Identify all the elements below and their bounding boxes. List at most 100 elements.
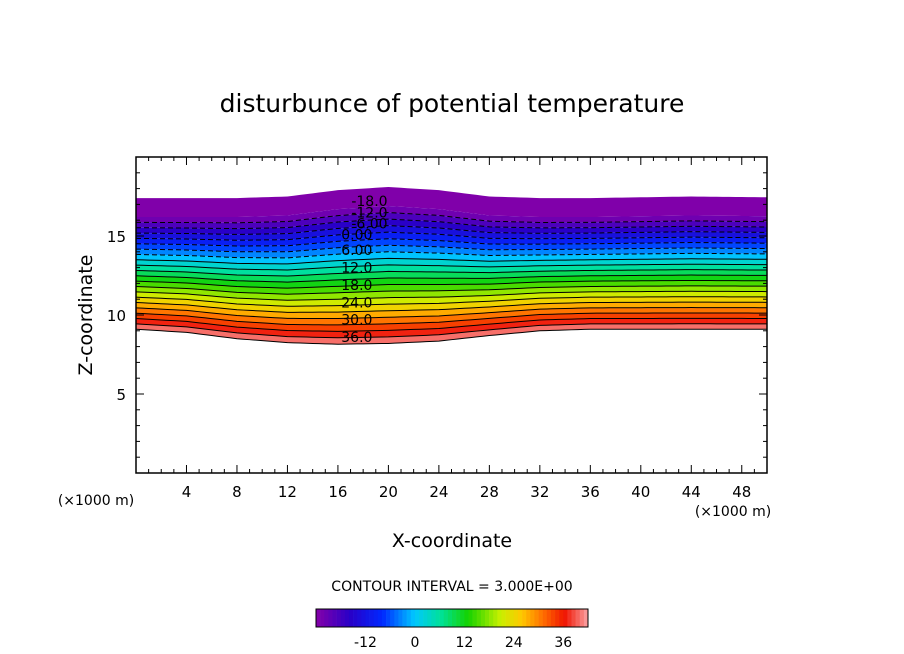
contour-band xyxy=(136,302,767,319)
colorbar-cell xyxy=(381,609,387,627)
y-axis-label: Z-coordinate xyxy=(75,255,97,376)
colorbar-cell xyxy=(542,609,548,627)
contour-lines xyxy=(135,212,768,345)
colorbar-cell xyxy=(410,609,416,627)
contour-band xyxy=(136,318,767,338)
colorbar-cell xyxy=(348,609,354,627)
chart-title: disturbunce of potential temperature xyxy=(220,89,685,118)
colorbar-cell xyxy=(427,609,432,627)
colorbar-frame xyxy=(315,608,589,628)
colorbar-cell xyxy=(526,609,531,627)
contour-label: 12.0 xyxy=(341,261,372,277)
colorbar-cell xyxy=(468,609,473,627)
colorbar-cell xyxy=(369,609,374,627)
colorbar-cell xyxy=(320,609,325,627)
colorbar-cell xyxy=(406,609,412,627)
contour-band xyxy=(136,264,767,277)
contour-label: -18.0 xyxy=(351,194,387,210)
y-tick-label: 10 xyxy=(107,307,126,325)
colorbar-cell xyxy=(419,609,424,627)
contour-line xyxy=(135,312,768,326)
colorbar-cell xyxy=(563,609,568,627)
colorbar-cell xyxy=(328,609,333,627)
contour-line xyxy=(135,212,768,224)
contour-band xyxy=(136,232,767,247)
contour-interval-label: CONTOUR INTERVAL = 3.000E+00 xyxy=(331,579,572,595)
contour-line xyxy=(135,323,768,339)
colorbar-cell xyxy=(476,609,482,627)
contour-band xyxy=(136,296,767,313)
colorbar-tick-label: 12 xyxy=(455,635,473,651)
contour-line xyxy=(135,285,768,295)
x-unit-label-right: (×1000 m) xyxy=(695,504,771,520)
contour-labels: -18.0-12.0-6.000.006.00 12.018.024.0 30.03… xyxy=(341,194,387,346)
contour-band xyxy=(136,312,767,332)
contour-line xyxy=(135,290,768,301)
contour-band xyxy=(136,285,767,301)
colorbar-cell xyxy=(414,609,420,627)
colorbar-cell xyxy=(546,609,552,627)
contour-label: -12.0 xyxy=(351,205,387,221)
colorbar-cell xyxy=(373,609,379,627)
contour-line xyxy=(135,279,768,289)
contour-line xyxy=(135,307,768,319)
colorbar-tick-label: 24 xyxy=(505,635,523,651)
contour-line xyxy=(135,317,768,332)
colorbar-cell xyxy=(340,609,346,627)
x-tick-label: 24 xyxy=(429,483,448,501)
contour-line xyxy=(135,251,768,259)
colorbar-cell xyxy=(505,609,510,627)
contour-line xyxy=(135,274,768,283)
colorbar-cell xyxy=(559,609,564,627)
colorbar-cell xyxy=(456,609,461,627)
contour-band xyxy=(136,280,767,295)
colorbar-cell xyxy=(509,609,515,627)
contour-line xyxy=(135,301,768,313)
contour-label: 0.00 xyxy=(341,227,372,243)
contour-band xyxy=(136,187,767,218)
contour-band xyxy=(136,219,767,235)
contour-line xyxy=(135,328,767,345)
colorbar-cell xyxy=(332,609,337,627)
colorbar-cell xyxy=(493,609,498,627)
contour-label: 6.00 xyxy=(341,243,372,259)
colorbar-cell xyxy=(365,609,370,627)
colorbar-cell xyxy=(431,609,436,627)
contour-band xyxy=(136,245,767,258)
contour-band xyxy=(136,275,767,289)
contour-band xyxy=(136,225,767,241)
colorbar-cell xyxy=(480,609,486,627)
x-tick-label: 44 xyxy=(682,483,701,501)
colorbar-cell xyxy=(550,609,556,627)
colorbar-cell xyxy=(522,609,527,627)
colorbar-cell xyxy=(538,609,543,627)
colorbar-tick-label: 0 xyxy=(410,635,419,651)
x-tick-label: 48 xyxy=(732,483,751,501)
colorbar-cell xyxy=(517,609,523,627)
colorbar-cell xyxy=(571,609,576,627)
contour-label: -6.00 xyxy=(351,216,387,232)
x-axis-label: X-coordinate xyxy=(392,530,512,552)
colorbar-cell xyxy=(575,609,581,627)
colorbar-cell xyxy=(579,609,585,627)
colorbar-cell xyxy=(447,609,453,627)
colorbar-cell xyxy=(435,609,440,627)
colorbar-cell xyxy=(484,609,490,627)
colorbar-cell xyxy=(390,609,395,627)
colorbar-cell xyxy=(443,609,449,627)
colorbar-cell xyxy=(336,609,342,627)
colorbar-cell xyxy=(377,609,383,627)
contour-line xyxy=(135,269,768,277)
contour-band xyxy=(136,269,767,283)
colorbar-cell xyxy=(513,609,519,627)
colorbar-cell xyxy=(394,609,399,627)
contour-line xyxy=(135,257,768,265)
contour-band xyxy=(136,291,767,307)
contour-fill xyxy=(136,187,767,345)
contour-line xyxy=(135,225,768,235)
colorbar-cell xyxy=(497,609,502,627)
contour-band xyxy=(136,251,767,264)
colorbar-cell xyxy=(344,609,350,627)
colorbar-cell xyxy=(361,609,366,627)
x-tick-label: 4 xyxy=(182,483,192,501)
